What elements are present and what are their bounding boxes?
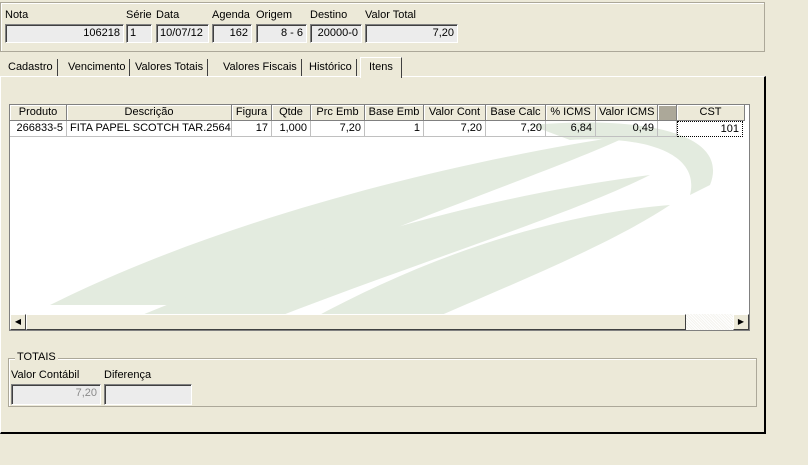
agenda-label: Agenda bbox=[212, 9, 250, 21]
valor-total-label: Valor Total bbox=[365, 9, 416, 21]
tab-valores-totais[interactable]: Valores Totais bbox=[131, 59, 209, 77]
horizontal-scrollbar[interactable]: ◀ ▶ bbox=[10, 314, 749, 330]
col-figura[interactable]: Figura bbox=[232, 105, 272, 121]
col-valor-cont[interactable]: Valor Cont bbox=[424, 105, 486, 121]
nota-field[interactable]: 106218 bbox=[5, 24, 124, 43]
nota-label: Nota bbox=[5, 9, 29, 21]
tab-historico[interactable]: Histórico bbox=[305, 59, 357, 77]
tab-cadastro[interactable]: Cadastro bbox=[4, 59, 58, 77]
cell-descricao[interactable]: FITA PAPEL SCOTCH TAR.2564 bbox=[67, 121, 232, 137]
valor-total-field[interactable]: 7,20 bbox=[365, 24, 458, 43]
scrollbar-thumb[interactable] bbox=[26, 314, 686, 330]
diferenca-field[interactable] bbox=[104, 384, 192, 405]
serie-label: Série bbox=[126, 9, 152, 21]
origem-label: Origem bbox=[256, 9, 293, 21]
items-grid[interactable]: Produto Descrição Figura Qtde Prc Emb Ba… bbox=[9, 104, 750, 331]
cell-pct-icms[interactable]: 6,84 bbox=[546, 121, 596, 137]
scroll-right-button[interactable]: ▶ bbox=[733, 314, 749, 330]
col-qtde[interactable]: Qtde bbox=[272, 105, 311, 121]
col-cst[interactable]: CST bbox=[677, 105, 745, 121]
destino-label: Destino bbox=[310, 9, 348, 21]
col-base-emb[interactable]: Base Emb bbox=[365, 105, 424, 121]
scrollbar-track[interactable] bbox=[686, 314, 733, 330]
origem-field[interactable]: 8 - 6 bbox=[256, 24, 307, 43]
col-valor-icms[interactable]: Valor ICMS bbox=[596, 105, 658, 121]
diferenca-label: Diferença bbox=[104, 369, 152, 381]
cell-figura[interactable]: 17 bbox=[232, 121, 272, 137]
col-descricao[interactable]: Descrição bbox=[67, 105, 232, 121]
valor-contabil-field[interactable]: 7,20 bbox=[11, 384, 101, 405]
agenda-field[interactable]: 162 bbox=[212, 24, 252, 43]
totais-group bbox=[8, 358, 757, 407]
valor-contabil-label: Valor Contábil bbox=[11, 369, 80, 381]
totais-title: TOTAIS bbox=[15, 351, 58, 363]
cell-cst[interactable]: 101 bbox=[677, 121, 743, 137]
header-group bbox=[0, 2, 765, 52]
data-field[interactable]: 10/07/12 bbox=[156, 24, 209, 43]
cell-base-emb[interactable]: 1 bbox=[365, 121, 424, 137]
cell-valor-cont[interactable]: 7,20 bbox=[424, 121, 486, 137]
cell-qtde[interactable]: 1,000 bbox=[272, 121, 311, 137]
cell-base-calc[interactable]: 7,20 bbox=[486, 121, 546, 137]
cell-produto[interactable]: 266833-5 bbox=[10, 121, 67, 137]
data-label: Data bbox=[156, 9, 180, 21]
serie-field[interactable]: 1 bbox=[126, 24, 152, 43]
scroll-left-button[interactable]: ◀ bbox=[10, 314, 26, 330]
col-prc-emb[interactable]: Prc Emb bbox=[311, 105, 365, 121]
col-base-calc[interactable]: Base Calc bbox=[486, 105, 546, 121]
col-pct-icms[interactable]: % ICMS bbox=[546, 105, 596, 121]
tab-valores-fiscais[interactable]: Valores Fiscais bbox=[219, 59, 302, 77]
cell-prc-emb[interactable]: 7,20 bbox=[311, 121, 365, 137]
cell-valor-icms[interactable]: 0,49 bbox=[596, 121, 658, 137]
col-produto[interactable]: Produto bbox=[10, 105, 67, 121]
cell-blank[interactable] bbox=[658, 121, 677, 137]
watermark-logo bbox=[50, 122, 714, 320]
col-blank[interactable] bbox=[658, 105, 677, 121]
destino-field[interactable]: 20000-0 bbox=[310, 24, 362, 43]
tab-itens[interactable]: Itens bbox=[360, 57, 402, 78]
tab-vencimento[interactable]: Vencimento bbox=[64, 59, 131, 77]
